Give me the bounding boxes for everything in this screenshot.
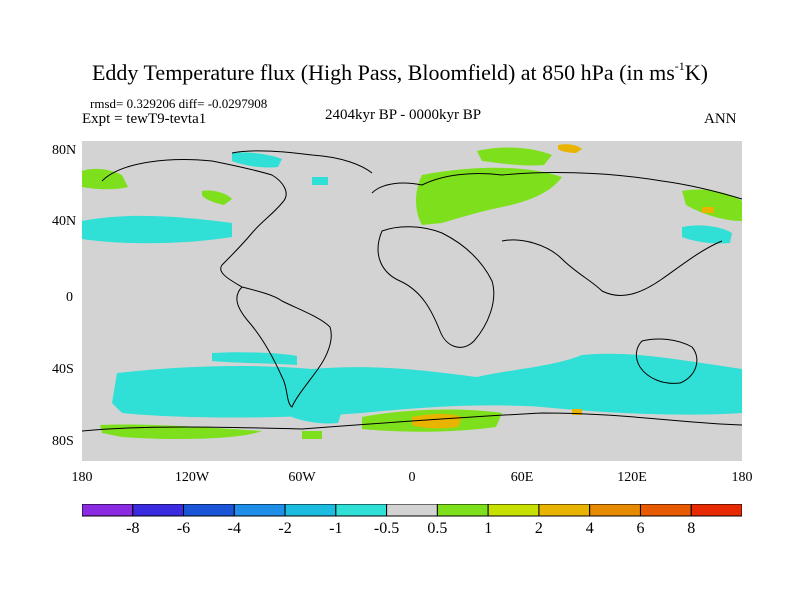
colorbar-label: -4	[227, 520, 241, 537]
colorbar-swatch	[82, 504, 134, 517]
colorbar-swatch	[589, 504, 641, 517]
colorbar-swatch	[690, 504, 742, 517]
lat-tick-label: 80S	[52, 434, 74, 449]
colorbar-swatch	[639, 504, 692, 517]
experiment-label: Expt = tewT9-tevta1	[82, 111, 207, 127]
lat-tick-label: 0	[66, 290, 73, 305]
plot-title: Eddy Temperature flux (High Pass, Bloomf…	[91, 58, 708, 85]
colorbar-swatch	[487, 504, 540, 517]
colorbar-label: 6	[636, 520, 645, 537]
colorbar-label: 0.5	[427, 520, 448, 537]
lon-tick-label: 0	[408, 470, 416, 485]
colorbar-swatch	[233, 504, 286, 517]
colorbar-label: -2	[278, 520, 292, 537]
period-label: 2404kyr BP - 0000kyr BP	[325, 107, 482, 123]
lon-tick-label: 120E	[617, 470, 647, 485]
lat-tick-label: 40N	[52, 214, 77, 229]
colorbar-label: 8	[687, 520, 696, 537]
strong-anomaly-regions	[412, 144, 714, 429]
colorbar-label: -8	[126, 520, 140, 537]
lat-tick-label: 80N	[52, 143, 77, 158]
colorbar-swatch	[335, 504, 388, 517]
colorbar-label: 2	[534, 520, 543, 537]
positive-anomaly-regions	[82, 147, 742, 439]
season-label: ANN	[704, 111, 737, 127]
colorbar-swatch	[436, 504, 489, 517]
colorbar-label: -0.5	[373, 520, 400, 537]
colorbar-label: -6	[176, 520, 191, 537]
colorbar-label: 1	[484, 520, 493, 537]
coastlines	[82, 150, 742, 432]
colorbar-swatch	[132, 504, 185, 517]
colorbar-label: -1	[329, 520, 343, 537]
lat-tick-label: 40S	[52, 362, 74, 377]
lon-tick-label: 60W	[288, 470, 316, 485]
negative-anomaly-regions	[82, 152, 742, 424]
colorbar	[82, 504, 742, 517]
colorbar-swatch	[538, 504, 591, 517]
colorbar-swatch	[183, 504, 235, 517]
world-map	[82, 141, 742, 461]
lon-tick-label: 180	[731, 470, 753, 485]
colorbar-swatch	[386, 504, 438, 517]
stats-text: rmsd= 0.329206 diff= -0.0297908	[90, 96, 268, 111]
colorbar-swatch	[284, 504, 337, 517]
lon-tick-label: 60E	[510, 470, 534, 485]
lon-tick-label: 180	[71, 470, 93, 485]
lon-tick-label: 120W	[174, 470, 210, 485]
colorbar-label: 4	[585, 520, 594, 537]
